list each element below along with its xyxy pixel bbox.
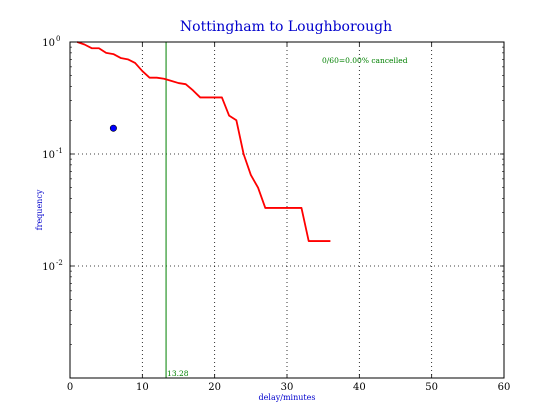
plot-frame	[69, 41, 505, 379]
y-tick-base: 10	[42, 38, 55, 49]
series-layer: 13.28	[76, 41, 331, 378]
data-point	[109, 124, 117, 132]
x-tick-label: 0	[67, 382, 73, 393]
x-tick-label: 60	[498, 382, 511, 393]
x-tick-label: 50	[425, 382, 438, 393]
x-axis-label: delay/minutes	[259, 393, 316, 402]
y-tick-exponent: -1	[56, 147, 63, 155]
y-tick-label: 10	[42, 150, 55, 161]
x-tick-label: 40	[353, 382, 366, 393]
y-axis-label: frequency	[35, 189, 44, 230]
x-tick-label: 30	[281, 382, 294, 393]
mean-delay-label: 13.28	[167, 369, 189, 378]
y-tick-label: 10	[42, 38, 55, 49]
y-tick-label: 10	[42, 262, 55, 273]
grid	[70, 42, 504, 378]
y-tick-base: 10	[42, 262, 55, 273]
chart-title: Nottingham to Loughborough	[180, 19, 392, 35]
delay-frequency-line	[76, 41, 331, 242]
y-tick-exponent: -2	[56, 259, 63, 267]
y-tick-base: 10	[42, 150, 55, 161]
x-tick-label: 20	[208, 382, 221, 393]
x-tick-label: 10	[136, 382, 149, 393]
y-tick-exponent: 0	[56, 35, 60, 43]
cancelled-annotation: 0/60=0.00% cancelled	[322, 56, 408, 65]
